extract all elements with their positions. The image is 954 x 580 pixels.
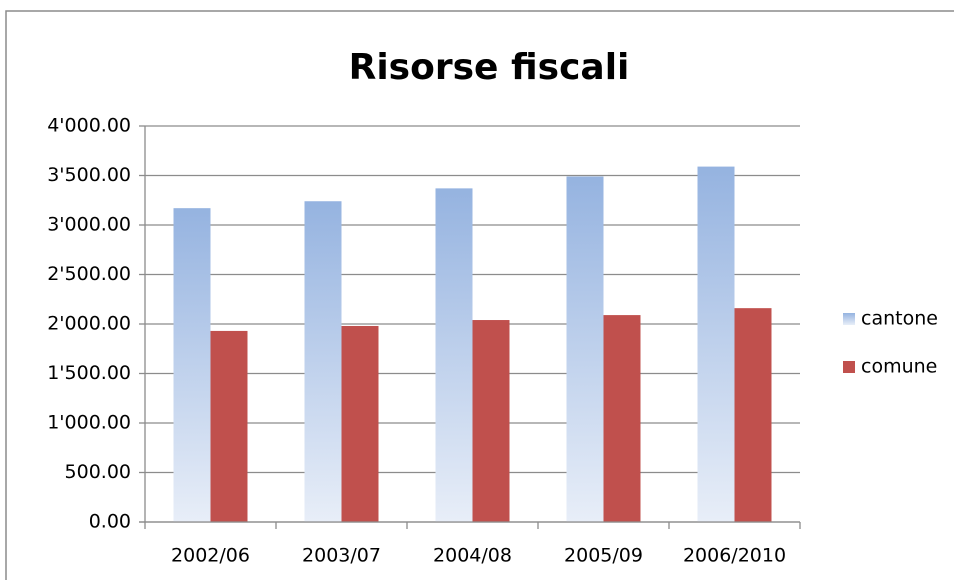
- y-tick-label: 2'000.00: [47, 313, 131, 335]
- legend-label: comune: [861, 356, 937, 378]
- y-tick-label: 2'500.00: [47, 263, 131, 285]
- bar: [472, 320, 510, 522]
- bar: [341, 325, 379, 522]
- x-tick-label: 2005/09: [564, 545, 643, 567]
- bar: [304, 201, 342, 523]
- y-tick-label: 4'000.00: [47, 115, 131, 137]
- x-tick-label: 2004/08: [433, 545, 512, 567]
- bar: [173, 208, 211, 523]
- chart-title: Risorse fiscali: [349, 47, 630, 88]
- legend-swatch: [843, 313, 855, 325]
- bar: [697, 166, 735, 522]
- x-tick-label: 2006/2010: [683, 545, 786, 567]
- x-tick-label: 2003/07: [302, 545, 381, 567]
- y-tick-label: 1'000.00: [47, 412, 131, 434]
- y-tick-label: 1'500.00: [47, 362, 131, 384]
- legend-label: cantone: [861, 308, 938, 330]
- y-tick-label: 0.00: [89, 511, 131, 533]
- bar: [566, 176, 604, 523]
- y-tick-label: 3'500.00: [47, 164, 131, 186]
- bar: [734, 308, 772, 522]
- x-tick-label: 2002/06: [171, 545, 250, 567]
- bar: [210, 330, 248, 522]
- legend-swatch: [843, 361, 855, 373]
- y-tick-label: 500.00: [65, 461, 131, 483]
- y-tick-label: 3'000.00: [47, 214, 131, 236]
- bar: [603, 315, 641, 522]
- bar: [435, 188, 473, 522]
